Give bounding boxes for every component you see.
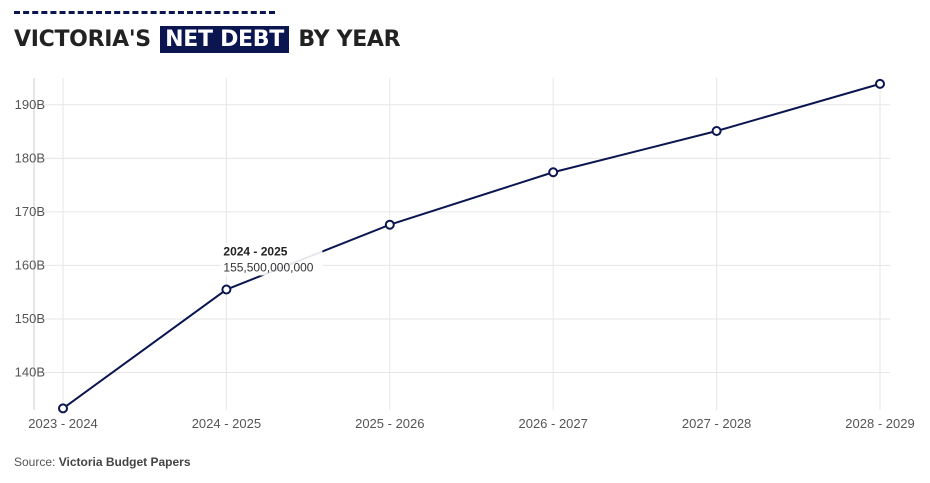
chart-title: VICTORIA'S NET DEBT BY YEAR bbox=[14, 25, 401, 55]
data-point-marker bbox=[384, 219, 395, 230]
x-tick-label: 2026 - 2027 bbox=[518, 416, 587, 431]
title-highlight: NET DEBT bbox=[160, 26, 289, 53]
source-note: Source: Victoria Budget Papers bbox=[14, 455, 191, 469]
x-tick-label: 2028 - 2029 bbox=[845, 416, 914, 431]
axis-labels: 140B 150B 160B 170B 180B 190B 2023 - 2024 2024 … bbox=[15, 97, 915, 431]
x-tick-label: 2027 - 2028 bbox=[682, 416, 751, 431]
data-point-marker bbox=[711, 126, 722, 137]
source-label: Source: bbox=[14, 455, 56, 469]
tooltip-category: 2024 - 2025 bbox=[223, 245, 287, 259]
data-point-marker bbox=[58, 403, 68, 414]
data-point-marker bbox=[875, 78, 885, 89]
x-tick-label: 2025 - 2026 bbox=[355, 416, 424, 431]
tooltip-value: 155,500,000,000 bbox=[223, 261, 313, 275]
y-tick-label: 190B bbox=[15, 97, 45, 112]
data-point-marker bbox=[548, 167, 559, 178]
y-tick-label: 180B bbox=[15, 150, 45, 165]
tooltip-background bbox=[220, 243, 323, 276]
source-name: Victoria Budget Papers bbox=[58, 455, 191, 469]
y-tick-label: 150B bbox=[15, 311, 45, 326]
title-accent-rule bbox=[14, 11, 275, 14]
y-tick-label: 160B bbox=[15, 257, 45, 272]
gridlines bbox=[33, 78, 890, 410]
series-net-debt bbox=[58, 78, 885, 414]
x-tick-label: 2023 - 2024 bbox=[28, 416, 97, 431]
series-line bbox=[62, 82, 881, 410]
x-tick-label: 2024 - 2025 bbox=[192, 416, 261, 431]
data-point-marker bbox=[221, 284, 232, 295]
title-prefix: VICTORIA'S bbox=[14, 27, 151, 52]
title-suffix: BY YEAR bbox=[298, 27, 401, 52]
tooltip: 2024 - 2025 155,500,000,000 bbox=[220, 243, 323, 276]
y-tick-label: 140B bbox=[15, 365, 45, 380]
y-tick-label: 170B bbox=[15, 204, 45, 219]
